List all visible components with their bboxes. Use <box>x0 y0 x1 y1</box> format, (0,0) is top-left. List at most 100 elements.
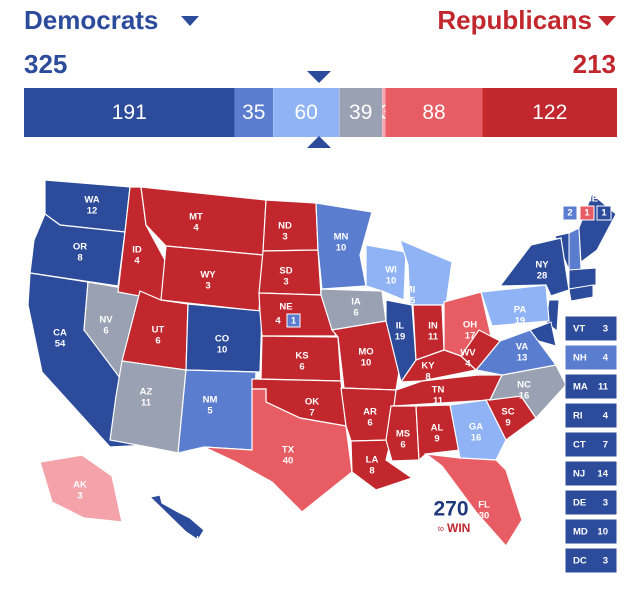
bar-segment[interactable]: 88 <box>385 88 483 137</box>
state-abbr: AL <box>431 423 444 434</box>
logo-number: 270 <box>433 498 468 521</box>
district-box[interactable] <box>579 205 595 221</box>
state-shape[interactable] <box>415 404 461 462</box>
state[interactable]: NM5 <box>177 369 257 454</box>
state-shape[interactable] <box>498 237 570 297</box>
state-shape[interactable] <box>39 454 123 523</box>
state-shape[interactable] <box>148 494 205 541</box>
state[interactable]: ND3 <box>262 199 319 252</box>
state-shape[interactable] <box>29 213 126 287</box>
state-votes: 28 <box>537 271 548 282</box>
state-shape[interactable] <box>140 186 267 256</box>
small-state-box[interactable] <box>564 315 618 342</box>
state-shape[interactable] <box>177 369 257 454</box>
small-state[interactable]: RI 4 <box>564 402 618 429</box>
state-abbr: TN <box>432 385 445 396</box>
state-votes: 8 <box>369 466 374 477</box>
bar-segment[interactable]: 191 <box>24 88 235 137</box>
small-state[interactable]: CT 7 <box>564 431 618 458</box>
state[interactable]: HI4 <box>148 494 206 557</box>
state-shape[interactable] <box>185 303 263 373</box>
state[interactable]: MT4 <box>140 186 267 256</box>
bar-segment[interactable]: 35 <box>234 88 274 137</box>
small-state[interactable]: MD 10 <box>564 518 618 545</box>
small-state[interactable]: DE 3 <box>564 489 618 516</box>
district-box[interactable] <box>596 205 612 221</box>
state-abbr: OK <box>305 397 319 408</box>
state-votes: 6 <box>299 362 304 373</box>
rep-header[interactable]: Republicans <box>437 5 616 35</box>
small-state-box[interactable] <box>564 460 618 487</box>
small-state[interactable]: MA 11 <box>564 373 618 400</box>
bar-segment[interactable]: 39 <box>339 88 383 137</box>
state-abbr: MI <box>405 285 416 296</box>
state-abbr: NY <box>535 260 549 271</box>
small-state-votes: 4 <box>603 411 609 422</box>
state[interactable]: NE 4 1 <box>258 292 337 337</box>
logo-prefix: to <box>438 526 444 533</box>
small-state-box[interactable] <box>564 402 618 429</box>
state-shape[interactable] <box>449 399 507 461</box>
state-votes: 8 <box>77 253 82 264</box>
small-state-box[interactable] <box>564 547 618 574</box>
marker-bottom <box>307 136 331 148</box>
small-state-box[interactable] <box>564 373 618 400</box>
bar-segment[interactable]: 60 <box>273 88 340 137</box>
state[interactable]: OR8 <box>29 213 126 287</box>
small-state[interactable]: NJ 14 <box>564 460 618 487</box>
dem-header[interactable]: Democrats <box>24 5 199 35</box>
state[interactable]: WY3 <box>160 245 264 312</box>
state-shape[interactable] <box>365 244 407 301</box>
state-abbr: ID <box>132 245 142 256</box>
state[interactable]: AL9 <box>415 404 461 462</box>
district-votes: 1 <box>601 208 607 219</box>
dem-dropdown-caret[interactable] <box>181 16 199 26</box>
state[interactable]: WV4 <box>460 329 501 371</box>
state-shape[interactable] <box>480 284 550 327</box>
small-state[interactable]: NH 4 <box>564 344 618 371</box>
small-state-box[interactable] <box>564 431 618 458</box>
rep-dropdown-caret[interactable] <box>598 16 616 26</box>
state-abbr: NV <box>99 315 113 326</box>
state-abbr: OH <box>463 320 477 331</box>
small-state-box[interactable] <box>564 518 618 545</box>
small-state-votes: 3 <box>603 324 608 335</box>
district-box[interactable] <box>286 313 301 328</box>
state-abbr: MN <box>334 232 349 243</box>
state-shape[interactable] <box>460 329 501 371</box>
small-state-box[interactable] <box>564 489 618 516</box>
small-state-votes: 11 <box>598 382 609 393</box>
bar-segment[interactable]: 122 <box>482 88 617 137</box>
small-state-box[interactable] <box>564 344 618 371</box>
small-state-abbr: NH <box>573 353 587 364</box>
state-votes: 10 <box>361 358 372 369</box>
small-state[interactable]: VT 3 <box>564 315 618 342</box>
state-shape[interactable] <box>423 453 523 548</box>
bar-segment-label: 3 <box>380 101 392 124</box>
state-votes: 10 <box>336 243 347 254</box>
small-state[interactable]: DC 3 <box>564 547 618 574</box>
state-shape[interactable] <box>385 405 420 462</box>
dem-label[interactable]: Democrats <box>24 5 158 35</box>
bar-segment-fill <box>385 88 483 137</box>
district-box[interactable] <box>562 205 578 221</box>
state-shape[interactable] <box>203 388 353 513</box>
state-abbr: AK <box>73 480 87 491</box>
state[interactable]: KS6 <box>260 335 342 382</box>
state[interactable]: SD3 <box>258 249 322 296</box>
bar-segment[interactable]: 3 <box>380 88 392 137</box>
state[interactable]: AK3 <box>39 454 123 523</box>
rep-label[interactable]: Republicans <box>437 5 592 35</box>
district-votes: 2 <box>567 208 572 219</box>
state[interactable]: MS6 <box>385 405 420 462</box>
